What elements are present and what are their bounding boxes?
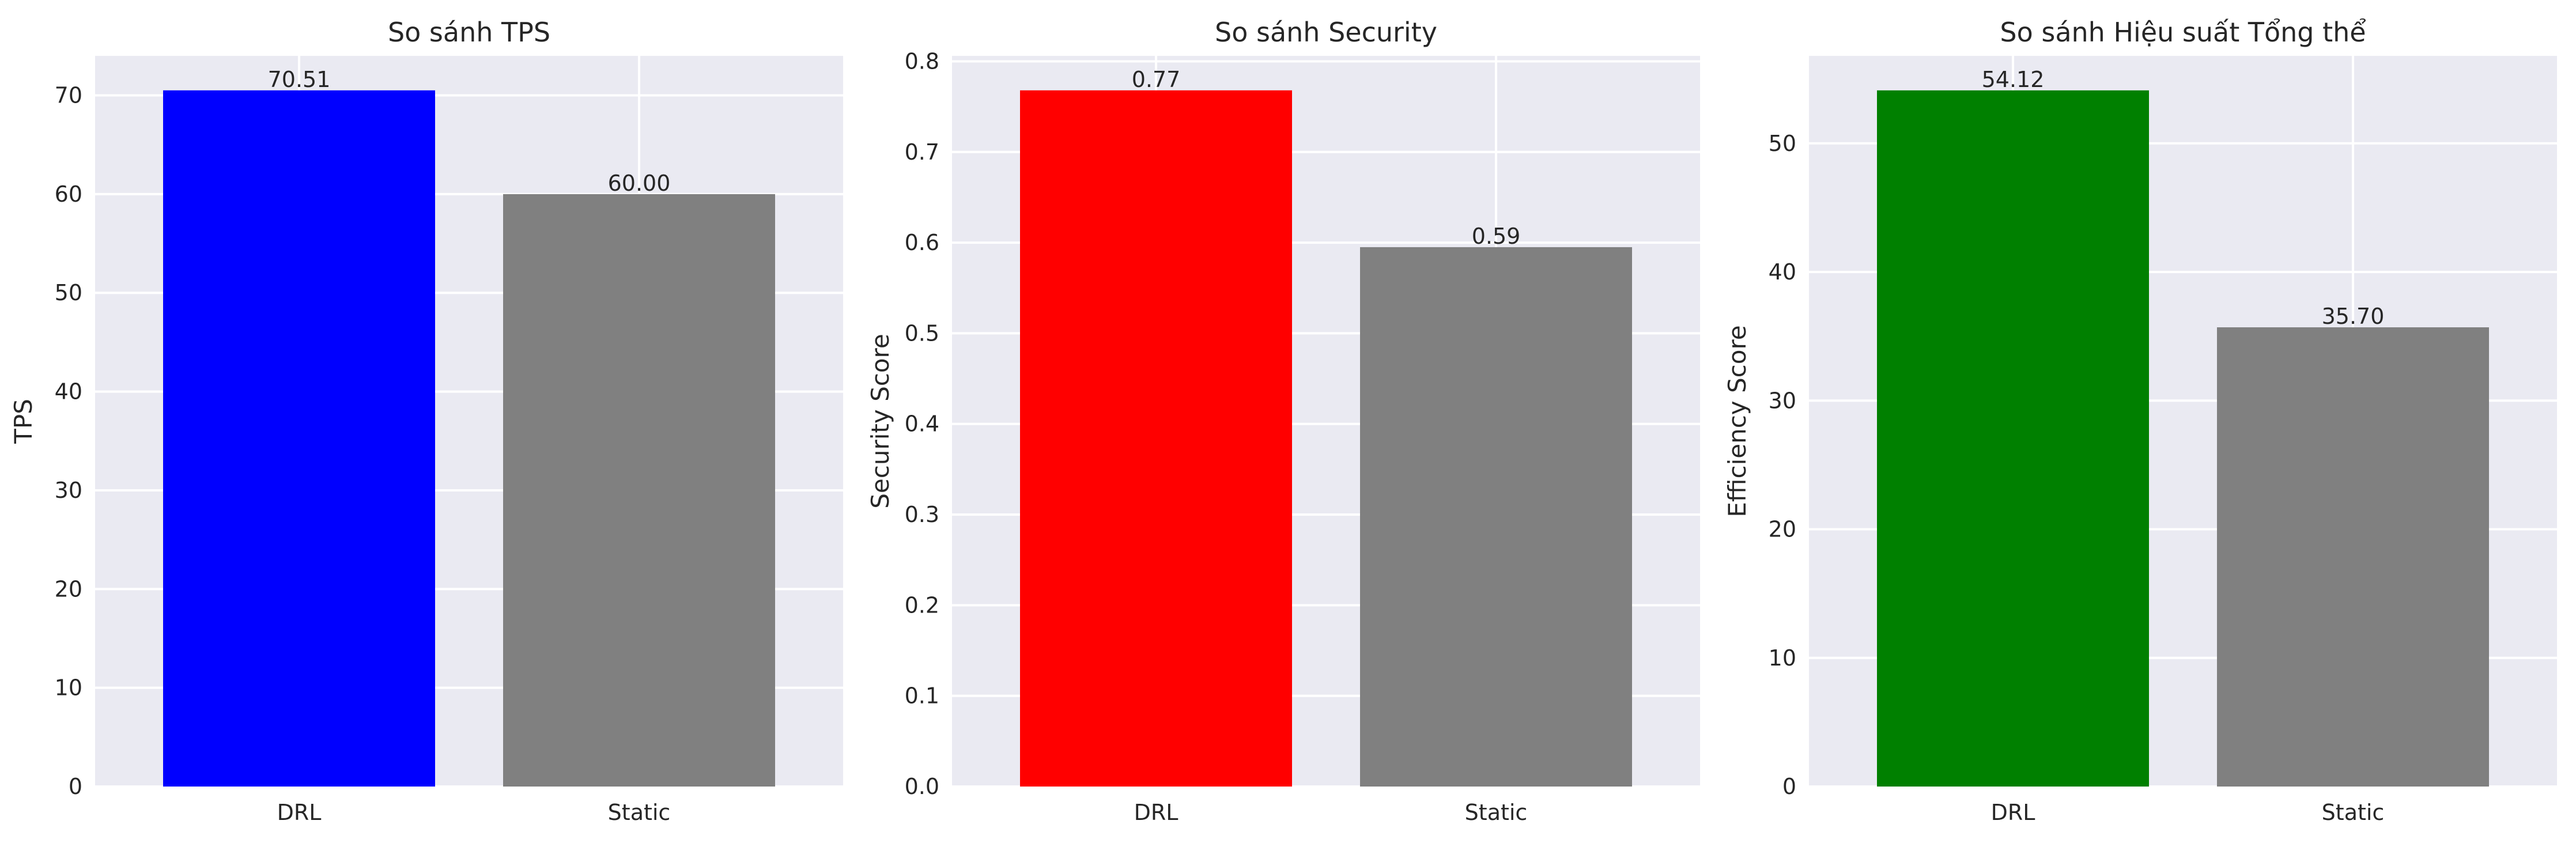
bar-static — [1360, 247, 1632, 787]
y-tick-label: 30 — [1769, 388, 1796, 413]
bar-static — [2217, 327, 2489, 787]
y-axis-label: Security Score — [866, 334, 894, 508]
bar-drl — [1877, 90, 2149, 787]
data-label: 70.51 — [268, 67, 331, 92]
data-label: 35.70 — [2322, 304, 2385, 329]
x-tick-label: DRL — [277, 800, 322, 825]
chart-title: So sánh Hiệu suất Tổng thể — [2000, 17, 2366, 48]
y-tick-label: 30 — [55, 478, 82, 503]
bar-static — [503, 194, 775, 787]
y-tick-label: 40 — [1769, 259, 1796, 285]
chart-panel-3: 0 10 20 30 40 50 54.12 DRL 35.70 Static So sánh Hi… — [1723, 17, 2557, 825]
x-tick-label: Static — [608, 800, 671, 825]
bar-drl — [1020, 90, 1292, 787]
bar-drl — [163, 90, 435, 787]
y-tick-label: 0.5 — [905, 320, 939, 346]
x-tick-label: DRL — [1991, 800, 2035, 825]
y-tick-label: 0.7 — [905, 139, 939, 165]
x-tick-label: DRL — [1134, 800, 1179, 825]
y-tick-label: 60 — [55, 182, 82, 207]
y-tick-label: 0.3 — [905, 502, 939, 527]
data-label: 0.59 — [1472, 224, 1521, 249]
y-tick-label: 20 — [55, 576, 82, 602]
y-tick-label: 0.8 — [905, 48, 939, 74]
y-tick-label: 50 — [1769, 131, 1796, 156]
y-tick-label: 0 — [1782, 774, 1796, 799]
chart-title: So sánh Security — [1215, 17, 1437, 48]
y-tick-label: 0.6 — [905, 230, 939, 255]
chart-panel-1: 0 10 20 30 40 50 60 70 70.51 DRL 60.00 Static So sán… — [9, 17, 843, 825]
y-tick-label: 50 — [55, 280, 82, 305]
y-tick-label: 0.2 — [905, 592, 939, 618]
y-tick-label: 0.4 — [905, 411, 939, 437]
y-tick-label: 0.1 — [905, 683, 939, 709]
y-tick-label: 70 — [55, 83, 82, 108]
y-axis-label: TPS — [9, 399, 37, 444]
data-label: 54.12 — [1982, 67, 2045, 92]
chart-panel-2: 0.0 0.1 0.2 0.3 0.4 0.5 0.6 0.7 0.8 0.77 DRL 0.59 St… — [866, 17, 1700, 825]
x-tick-label: Static — [2322, 800, 2385, 825]
data-label: 60.00 — [608, 171, 671, 196]
data-label: 0.77 — [1132, 67, 1181, 92]
chart-title: So sánh TPS — [388, 17, 550, 48]
y-axis-label: Efficiency Score — [1723, 325, 1751, 517]
y-tick-label: 10 — [55, 675, 82, 701]
y-tick-label: 40 — [55, 379, 82, 405]
y-tick-label: 0.0 — [905, 774, 939, 799]
y-tick-label: 20 — [1769, 517, 1796, 542]
x-tick-label: Static — [1465, 800, 1528, 825]
y-tick-label: 0 — [69, 774, 82, 799]
y-tick-label: 10 — [1769, 645, 1796, 671]
